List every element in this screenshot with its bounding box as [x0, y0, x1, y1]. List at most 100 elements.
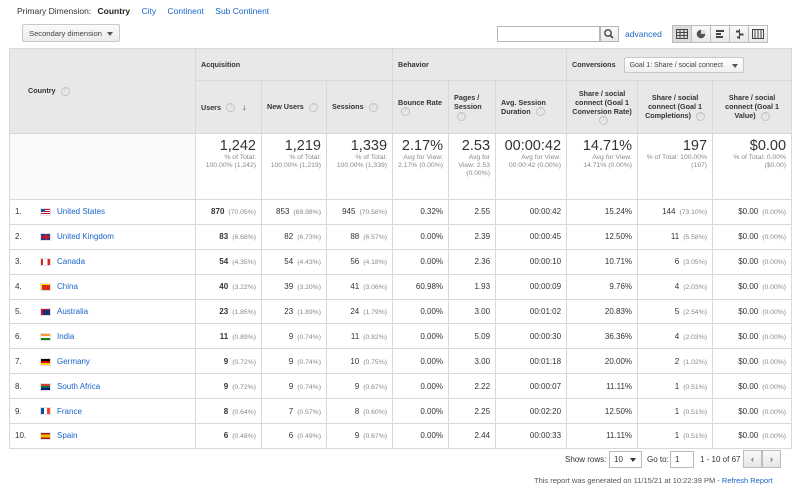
new-users-value: 9 — [288, 331, 294, 341]
country-cell: 4. China — [9, 273, 196, 300]
dimension-link-subcontinent[interactable]: Sub Continent — [215, 6, 270, 16]
sessions-cell: 41 (3.06%) — [325, 273, 394, 300]
users-percent: (0.72%) — [232, 383, 256, 391]
total-new-users-sub: % of Total: 100.00% (1,219) — [270, 154, 321, 169]
country-column-header[interactable]: Country ? — [9, 48, 196, 134]
country-link[interactable]: France — [57, 406, 82, 416]
total-duration-sub: Avg for View: 00:00:42 (0.00%) — [508, 154, 562, 169]
view-switcher — [672, 25, 768, 43]
go-to-input[interactable]: 1 — [670, 451, 694, 468]
completions-cell: 11 (5.58%) — [637, 223, 714, 250]
sessions-value: 56 — [350, 257, 360, 267]
goal-select-dropdown[interactable]: Goal 1: Share / social connect — [623, 56, 744, 73]
country-link[interactable]: United States — [57, 207, 106, 217]
value-cell: $0.00 (0.00%) — [712, 273, 793, 300]
primary-dimension-current[interactable]: Country — [97, 6, 131, 16]
country-link[interactable]: Canada — [57, 257, 86, 267]
dimension-link-continent[interactable]: Continent — [167, 6, 204, 16]
help-icon[interactable]: ? — [60, 86, 70, 96]
completions-percent: (5.58%) — [683, 234, 708, 242]
completions-percent: (0.51%) — [683, 433, 708, 441]
table-row: 9. France 8 (0.64%) 7 (0.57%) 8 (0.60%) 0.00% 2.2… — [9, 398, 793, 425]
pages-session-column-header[interactable]: Pages / Session ? — [448, 80, 497, 134]
users-value: 9 — [223, 356, 229, 366]
value-cell: $0.00 (0.00%) — [712, 298, 793, 325]
conv-rate-cell: 12.50% — [566, 398, 639, 425]
completions-cell: 2 (1.02%) — [637, 348, 714, 375]
completions-value: 1 — [674, 381, 680, 391]
comparison-view-button[interactable] — [729, 25, 749, 43]
completions-column-label: Share / social connect (Goal 1 Completio… — [645, 93, 702, 121]
advanced-filter-link[interactable]: advanced — [625, 29, 662, 39]
search-button[interactable] — [600, 26, 619, 42]
help-icon[interactable]: ? — [695, 111, 705, 121]
secondary-dimension-dropdown[interactable]: Secondary dimension — [22, 24, 120, 42]
sessions-value: 8 — [354, 406, 360, 416]
help-icon[interactable]: ? — [457, 111, 467, 121]
avg-duration-column-header[interactable]: Avg. Session Duration ? — [495, 80, 568, 134]
sessions-percent: (6.57%) — [363, 234, 388, 242]
chevron-down-icon — [107, 32, 113, 36]
completions-percent: (73.10%) — [679, 209, 708, 217]
performance-view-button[interactable] — [710, 25, 730, 43]
avg-duration-cell: 00:00:10 — [495, 248, 568, 275]
goal-value-percent: (0.00%) — [762, 358, 787, 366]
new-users-cell: 82 (6.73%) — [261, 223, 327, 250]
table-view-button[interactable] — [672, 25, 692, 43]
users-cell: 9 (0.72%) — [195, 373, 262, 400]
previous-page-button[interactable]: ‹ — [743, 450, 762, 468]
help-icon[interactable]: ? — [535, 107, 545, 117]
bounce-rate-column-label: Bounce Rate — [398, 97, 442, 107]
country-link[interactable]: South Africa — [57, 381, 101, 391]
help-icon[interactable]: ? — [368, 102, 378, 112]
value-column-header[interactable]: Share / social connect (Goal 1 Value) ? — [712, 80, 793, 134]
pivot-view-button[interactable] — [748, 25, 768, 43]
pages-session-cell: 2.39 — [448, 223, 497, 250]
row-index: 7. — [15, 356, 22, 366]
users-cell: 6 (0.48%) — [195, 423, 262, 449]
country-link[interactable]: Germany — [57, 356, 90, 366]
help-icon[interactable]: ? — [599, 116, 609, 126]
pie-view-button[interactable] — [691, 25, 711, 43]
users-value: 54 — [219, 257, 229, 267]
new-users-percent: (0.74%) — [297, 358, 321, 366]
help-icon[interactable]: ? — [308, 102, 318, 112]
sort-descending-icon: ↓ — [241, 101, 247, 112]
total-value-cell: $0.00% of Total: 0.00% ($0.00) — [712, 133, 793, 200]
conv-rate-column-header[interactable]: Share / social connect (Goal 1 Conversio… — [566, 80, 639, 134]
bounce-rate-column-header[interactable]: Bounce Rate ? — [392, 80, 450, 134]
show-rows-select[interactable]: 10 — [609, 451, 642, 468]
help-icon[interactable]: ? — [225, 103, 235, 113]
chevron-down-icon — [731, 63, 738, 68]
dimension-link-city[interactable]: City — [141, 6, 157, 16]
completions-percent: (2.03%) — [683, 333, 708, 341]
help-icon[interactable]: ? — [760, 111, 770, 121]
goal-value: $0.00 — [738, 307, 759, 316]
country-link[interactable]: Spain — [57, 431, 78, 441]
avg-duration-cell: 00:01:18 — [495, 348, 568, 375]
bounce-rate-cell: 0.00% — [392, 423, 450, 449]
total-new-users: 1,219 — [284, 138, 321, 154]
conv-rate-cell: 9.76% — [566, 273, 639, 300]
country-link[interactable]: Australia — [57, 307, 89, 316]
total-pages: 2.53 — [461, 138, 491, 154]
sessions-column-header[interactable]: Sessions ? — [325, 80, 394, 134]
new-users-value: 9 — [288, 381, 294, 391]
goal-value-percent: (0.00%) — [762, 284, 787, 292]
country-link[interactable]: China — [57, 282, 78, 292]
sessions-cell: 8 (0.60%) — [325, 398, 394, 425]
help-icon[interactable]: ? — [401, 107, 411, 117]
next-page-button[interactable]: › — [762, 450, 781, 468]
users-percent: (4.35%) — [232, 259, 256, 267]
country-link[interactable]: India — [57, 331, 75, 341]
new-users-column-header[interactable]: New Users ? — [261, 80, 327, 134]
refresh-report-link[interactable]: Refresh Report — [721, 476, 773, 485]
row-index: 9. — [15, 406, 22, 416]
country-link[interactable]: United Kingdom — [57, 232, 114, 242]
completions-column-header[interactable]: Share / social connect (Goal 1 Completio… — [637, 80, 714, 134]
total-users-cell: 1,242% of Total: 100.00% (1,242) — [195, 133, 262, 200]
row-index: 2. — [15, 232, 22, 242]
users-column-header[interactable]: Users ? ↓ — [195, 80, 262, 134]
table-search-input[interactable] — [497, 26, 600, 42]
sessions-percent: (1.79%) — [363, 309, 388, 316]
